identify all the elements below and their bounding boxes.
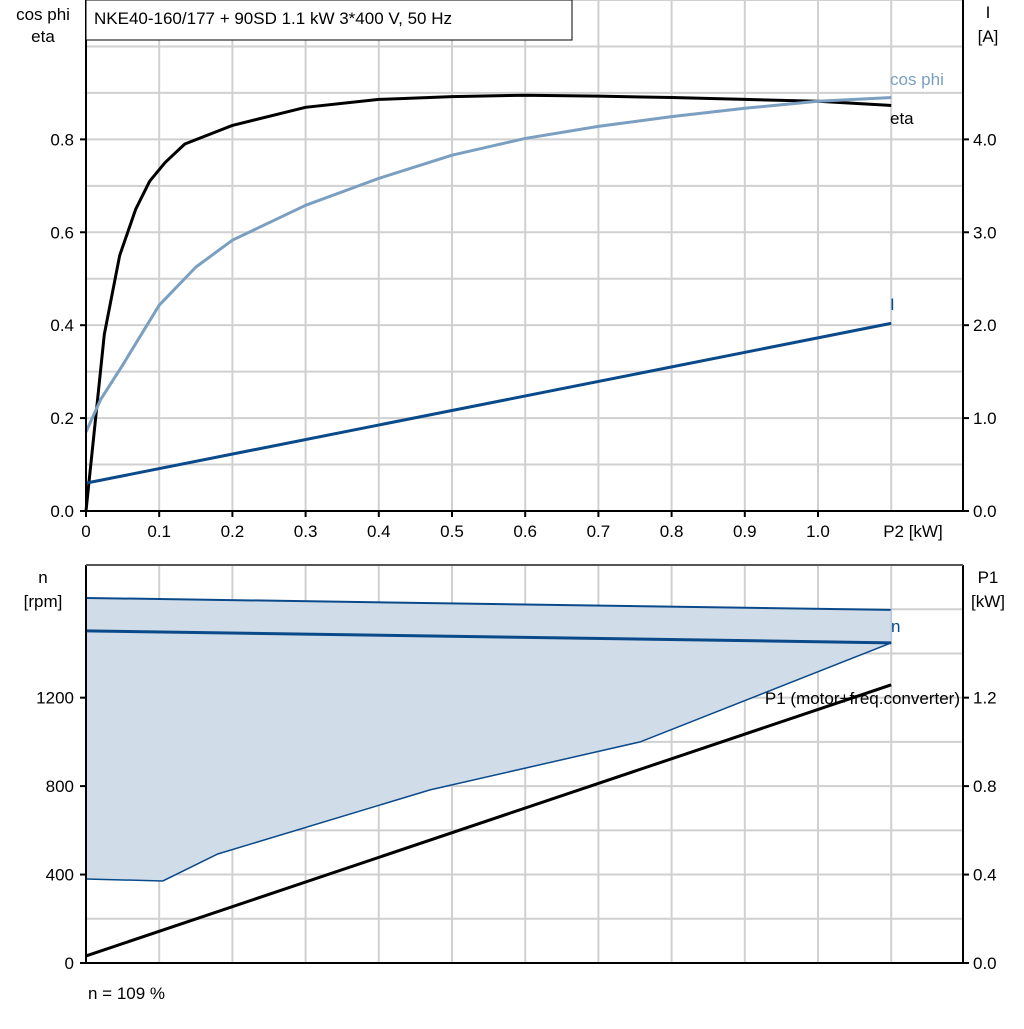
chart-title: NKE40-160/177 + 90SD 1.1 kW 3*400 V, 50 … [94,9,452,28]
x-tick-label: 1.0 [806,522,830,541]
y-tick-label-right: 0.0 [973,954,997,973]
y-tick-label-left: 400 [46,866,74,885]
series-line-i [85,321,892,485]
x-axis-label: P2 [kW] [883,522,943,541]
x-tick-label: 0.2 [221,522,245,541]
y-tick-label-right: 4.0 [973,130,997,149]
series-line-eta [84,93,892,512]
y-axis-label-left-1: n [38,568,47,587]
y-axis-label-right-1: I [986,3,991,22]
x-tick-label: 0.5 [440,522,464,541]
x-tick-label: 0.8 [660,522,684,541]
y-tick-label-left: 0.2 [50,409,74,428]
chart-panel-2: 0 400 800 1200 0.0 0.4 0.8 1.2 n [rpm] P1 [kW] n P1 (… [24,564,1005,1003]
y-tick-label-right: 0.4 [973,866,997,885]
y-tick-label-right: 3.0 [973,223,997,242]
y-axis-label-right-2: [A] [978,27,999,46]
x-tick-label: 0.3 [294,522,318,541]
series-label-current: I [890,295,895,314]
title-box [85,0,573,41]
series-line-n [85,629,892,645]
series-line-cos [84,96,892,433]
y-tick-label-left: 0.4 [50,316,74,335]
y-tick-label-left: 800 [46,777,74,796]
x-tick-label: 0.7 [587,522,611,541]
y-tick-label-right: 1.2 [973,689,997,708]
y-axis-label-left-2: [rpm] [24,592,63,611]
y-tick-label-right: 2.0 [973,316,997,335]
y-tick-label-left: 1200 [36,689,74,708]
series-label-speed: n [891,617,900,636]
speed-range-lower-line [85,642,892,882]
y-tick-label-right: 0.0 [973,502,997,521]
x-tick-label: 0.1 [147,522,171,541]
series-label-cos-phi: cos phi [890,70,944,89]
series-label-p1: P1 (motor+freq.converter) [765,689,960,708]
y-axis-label-left-2: eta [31,27,55,46]
x-tick-label: 0 [81,522,90,541]
series-line-p1 [85,683,892,958]
speed-footnote: n = 109 % [88,984,165,1003]
y-axis-label-right-1: P1 [978,568,999,587]
y-tick-label-right: 1.0 [973,409,997,428]
speed-range-area [86,597,892,881]
series-label-eta: eta [890,109,914,128]
x-tick-label: 0.9 [733,522,757,541]
speed-range-upper-line [85,596,892,611]
y-tick-label-left: 0.8 [50,130,74,149]
y-axis-label-left-1: cos phi [16,5,70,24]
y-tick-label-left: 0.0 [50,502,74,521]
y-tick-label-left: 0 [65,954,74,973]
chart-panel-1: 0.0 0.2 0.4 0.6 0.8 0.0 1.0 2.0 3.0 4.0 cos phi eta… [16,0,998,541]
y-tick-label-right: 0.8 [973,777,997,796]
y-axis-label-right-2: [kW] [971,592,1005,611]
y-tick-label-left: 0.6 [50,223,74,242]
x-tick-label: 0.4 [367,522,391,541]
x-tick-label: 0.6 [513,522,537,541]
